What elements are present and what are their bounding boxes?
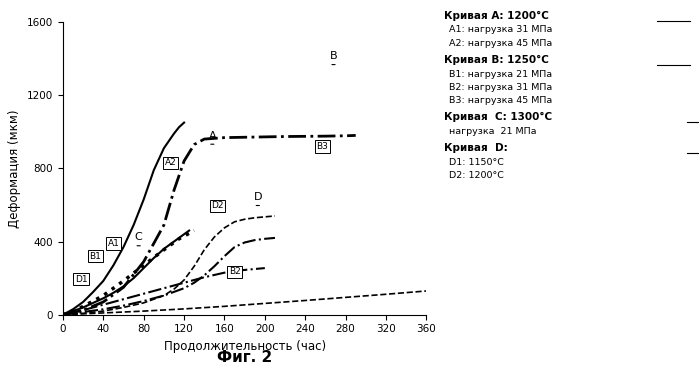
X-axis label: Продолжительность (час): Продолжительность (час) <box>164 340 326 353</box>
Text: B: B <box>330 51 338 61</box>
Text: B1: B1 <box>89 252 101 261</box>
Text: Фиг. 2: Фиг. 2 <box>217 350 273 365</box>
Y-axis label: Деформация (мкм): Деформация (мкм) <box>8 109 22 228</box>
Text: A: A <box>208 131 216 141</box>
Text: B3: нагрузка 45 МПа: B3: нагрузка 45 МПа <box>449 96 553 105</box>
Text: D1: D1 <box>75 274 87 284</box>
Text: Кривая  D:: Кривая D: <box>444 143 507 153</box>
Text: D1: 1150°C: D1: 1150°C <box>449 158 505 167</box>
Text: D2: D2 <box>211 201 224 210</box>
Text: Кривая А: 1200°C: Кривая А: 1200°C <box>444 11 549 21</box>
Text: B3: B3 <box>317 142 329 151</box>
Text: Кривая  C: 1300°C: Кривая C: 1300°C <box>444 112 552 122</box>
Text: A2: A2 <box>165 158 177 167</box>
Text: B2: B2 <box>229 267 240 276</box>
Text: A2: нагрузка 45 МПа: A2: нагрузка 45 МПа <box>449 38 553 48</box>
Text: нагрузка  21 МПа: нагрузка 21 МПа <box>449 127 537 136</box>
Text: Кривая В: 1250°C: Кривая В: 1250°C <box>444 55 549 65</box>
Text: B2: нагрузка 31 МПа: B2: нагрузка 31 МПа <box>449 83 553 92</box>
Text: B1: нагрузка 21 МПа: B1: нагрузка 21 МПа <box>449 70 553 79</box>
Text: D: D <box>254 192 262 202</box>
Text: A1: A1 <box>108 239 120 248</box>
Text: A1: нагрузка 31 МПа: A1: нагрузка 31 МПа <box>449 26 553 34</box>
Text: D2: 1200°C: D2: 1200°C <box>449 171 505 180</box>
Text: C: C <box>135 232 143 242</box>
